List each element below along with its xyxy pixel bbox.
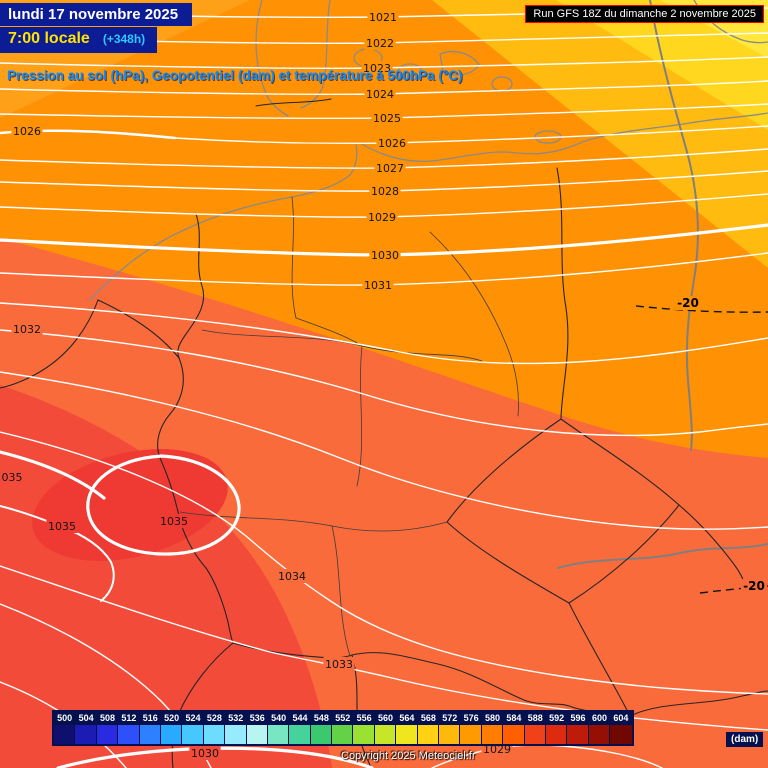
legend-value: 512 [121,713,137,723]
legend-swatch [353,725,375,744]
svg-text:1025: 1025 [373,112,401,125]
legend-value: 500 [57,713,73,723]
legend-unit-label: (dam) [726,732,764,747]
legend-swatch [139,725,161,744]
legend-value: 600 [591,713,607,723]
legend-swatch [610,725,632,744]
map-subtitle: Pression au sol (hPa), Geopotentiel (dam… [7,68,463,83]
legend-value: 508 [99,713,115,723]
legend-swatch [524,725,546,744]
legend-value: 536 [249,713,265,723]
svg-text:1022: 1022 [366,37,394,50]
svg-text:1033: 1033 [325,658,353,671]
legend-value: 588 [527,713,543,723]
svg-text:1035: 1035 [48,520,76,533]
legend-swatch [588,725,611,744]
legend-value: 552 [335,713,351,723]
legend-value: 584 [506,713,522,723]
svg-text:1030: 1030 [191,747,219,760]
legend-value: 592 [549,713,565,723]
legend-swatch [310,725,333,744]
legend-swatch [246,725,268,744]
legend-value: 576 [463,713,479,723]
legend-swatch [75,725,97,744]
time-banner: 7:00 locale (+348h) [0,27,158,53]
legend-swatch [267,725,290,744]
legend-swatch [182,725,204,744]
svg-text:1024: 1024 [366,88,394,101]
run-info-box: Run GFS 18Z du dimanche 2 novembre 2025 [525,5,764,23]
legend-swatch [54,725,76,744]
legend-swatch [96,725,119,744]
svg-text:1028: 1028 [371,185,399,198]
legend-values-row: 500 504 508 512 516 520 524 528 532 536 540 544 548 5… [54,711,632,725]
contour-labels: 1021 1022 1023 1024 1025 1026 1026 1027 1028 1029… [0,10,513,760]
legend-value: 564 [399,713,415,723]
legend-swatch [225,725,247,744]
legend-value: 560 [378,713,394,723]
svg-text:1032: 1032 [13,323,41,336]
legend-swatch [417,725,440,744]
rivers [557,0,768,569]
svg-text:1026: 1026 [13,125,41,138]
legend-value: 524 [185,713,201,723]
legend-value: 504 [78,713,94,723]
legend-value: 520 [164,713,180,723]
legend-swatch [118,725,140,744]
legend-swatch [289,725,311,744]
svg-text:-20: -20 [677,296,699,310]
svg-text:-20: -20 [743,579,765,593]
legend-value: 572 [442,713,458,723]
legend-color-scale [54,725,632,744]
legend-swatch [332,725,354,744]
svg-text:1034: 1034 [278,570,306,583]
legend-value: 604 [613,713,629,723]
legend-swatch [374,725,397,744]
svg-text:1021: 1021 [369,11,397,24]
legend-value: 516 [142,713,158,723]
legend-swatch [160,725,183,744]
legend-value: 540 [271,713,287,723]
copyright-text: Copyright 2025 Meteociel.fr [341,750,476,762]
svg-text:1026: 1026 [378,137,406,150]
legend-swatch [439,725,461,744]
legend-swatch [396,725,418,744]
legend-value: 596 [570,713,586,723]
svg-text:1029: 1029 [483,743,511,756]
legend-swatch [203,725,226,744]
legend-value: 544 [292,713,308,723]
svg-text:1031: 1031 [364,279,392,292]
svg-text:1027: 1027 [376,162,404,175]
legend-value: 556 [356,713,372,723]
svg-text:1023: 1023 [363,62,391,75]
legend-swatch [567,725,589,744]
local-time: 7:00 locale [8,30,90,47]
legend-value: 548 [313,713,329,723]
temperature-labels: -20 -20 [674,296,768,593]
forecast-offset: (+348h) [102,32,146,46]
svg-text:1030: 1030 [371,249,399,262]
date-banner: lundi 17 novembre 2025 [0,3,193,26]
isotherm-dashes [635,305,768,594]
legend-swatch [460,725,482,744]
legend-value: 528 [206,713,222,723]
legend-value: 568 [420,713,436,723]
legend-value: 532 [228,713,244,723]
legend-value: 580 [484,713,501,723]
svg-text:035: 035 [2,471,23,484]
svg-text:1029: 1029 [368,211,396,224]
legend-swatch [545,725,568,744]
legend-swatch [503,725,525,744]
legend-swatch [481,725,504,744]
geopotential-legend: 500 504 508 512 516 520 524 528 532 536 540 544 548 5… [52,710,634,746]
svg-text:1035: 1035 [160,515,188,528]
